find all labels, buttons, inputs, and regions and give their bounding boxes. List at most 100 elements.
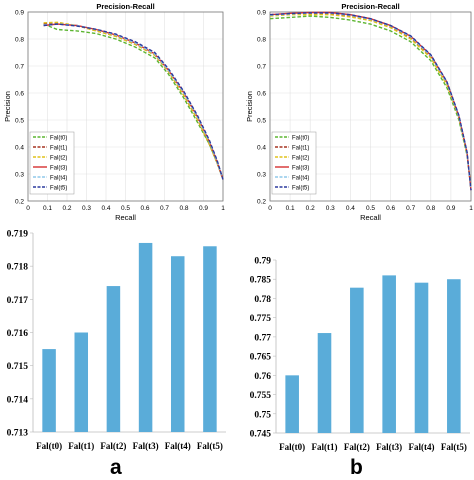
y-tick-label: 0.2 [15, 199, 24, 206]
y-tick-label: 0.713 [7, 429, 29, 439]
y-tick-label: 0.716 [7, 329, 29, 339]
x-tick-label: 0.7 [406, 205, 415, 212]
legend-label: Fal(t4) [50, 176, 67, 182]
chart-title: Precision-Recall [341, 2, 399, 11]
x-tick-label: 0.2 [62, 205, 71, 212]
x-axis-label: Recall [360, 213, 381, 222]
y-tick-label: 0.765 [250, 353, 272, 363]
x-tick-label: Fal(t2) [344, 442, 370, 452]
x-tick-label: Fal(t4) [165, 441, 191, 451]
x-tick-label: 0.4 [346, 205, 355, 212]
y-tick-label: 0.3 [15, 172, 24, 179]
panel-label-a: a [110, 456, 122, 479]
x-tick-label: Fal(t2) [100, 441, 126, 451]
y-tick-label: 0.4 [15, 145, 24, 152]
bar-falt1 [74, 332, 89, 432]
x-axis-label: Recall [115, 213, 136, 222]
bar-falt5 [203, 246, 217, 432]
x-tick-label: Fal(t4) [409, 442, 435, 452]
x-tick-label: Fal(t0) [36, 441, 62, 451]
x-tick-label: 0.7 [160, 205, 169, 212]
y-tick-label: 0.76 [254, 372, 271, 382]
x-tick-label: 0.9 [199, 205, 208, 212]
bar-falt0 [42, 349, 56, 432]
y-axis-label: Precision [245, 91, 254, 122]
y-tick-label: 0.7 [257, 64, 266, 71]
y-tick-label: 0.75 [254, 410, 271, 420]
legend-label: Fal(t1) [50, 146, 67, 152]
series-line-falt5 [269, 12, 472, 191]
x-tick-label: 0.5 [366, 205, 375, 212]
plot-frame [27, 11, 224, 202]
y-tick-label: 0.714 [7, 395, 29, 405]
x-tick-label: 0.6 [140, 205, 149, 212]
y-tick-label: 0.6 [257, 91, 266, 98]
x-tick-label: 0.5 [121, 205, 130, 212]
legend-label: Fal(t5) [50, 186, 67, 192]
legend-label: Fal(t3) [50, 166, 67, 172]
bar-falt3 [382, 275, 396, 433]
bar-falt2 [350, 287, 364, 433]
bar-falt0 [285, 375, 299, 433]
y-tick-label: 0.2 [257, 199, 266, 206]
bar-falt2 [106, 286, 121, 432]
x-tick-label: 0 [26, 205, 30, 212]
chart-title: Precision-Recall [96, 2, 154, 11]
legend-label: Fal(t1) [292, 146, 309, 152]
y-axis-label: Precision [3, 91, 12, 122]
legend-label: Fal(t5) [292, 186, 309, 192]
y-tick-label: 0.6 [15, 91, 24, 98]
legend-label: Fal(t3) [292, 166, 309, 172]
y-tick-label: 0.8 [15, 37, 24, 44]
legend-label: Fal(t0) [50, 136, 67, 142]
x-tick-label: 0.6 [386, 205, 395, 212]
x-tick-label: 1 [221, 205, 225, 212]
panel-label-b: b [350, 456, 363, 479]
x-tick-label: 0.2 [306, 205, 315, 212]
legend-label: Fal(t2) [292, 156, 309, 162]
y-tick-label: 0.9 [257, 10, 266, 17]
legend-label: Fal(t4) [292, 176, 309, 182]
y-tick-label: 0.9 [15, 10, 24, 17]
y-tick-label: 0.785 [250, 276, 272, 286]
y-tick-label: 0.79 [254, 257, 271, 267]
bar-chart-a: 0.713 0.714 0.715 0.716 0.717 0.718 0.719 Fal(t… [7, 230, 226, 451]
y-tick-label: 0.5 [15, 118, 24, 125]
y-tick-label: 0.5 [257, 118, 266, 125]
x-tick-label: Fal(t3) [133, 441, 159, 451]
x-tick-label: 0.1 [43, 205, 52, 212]
pr-chart-b: 0 0.1 0.2 0.3 0.4 0.5 0.6 0.7 0.8 0.9 1 0.2 0.3 0.4 0.… [245, 2, 473, 222]
y-tick-label: 0.78 [254, 295, 271, 305]
x-tick-label: Fal(t0) [279, 442, 305, 452]
bar-chart-b: 0.745 0.75 0.755 0.76 0.765 0.77 0.775 0.78 0.78… [250, 257, 470, 452]
legend-label: Fal(t2) [50, 156, 67, 162]
bar-falt4 [414, 282, 429, 433]
x-tick-label: Fal(t5) [197, 441, 223, 451]
y-tick-label: 0.8 [257, 37, 266, 44]
pr-chart-a: 0 0.1 0.2 0.3 0.4 0.5 0.6 0.7 0.8 0.9 1 0.2 0.3 0.4 0.… [3, 2, 225, 222]
x-tick-label: 0.8 [426, 205, 435, 212]
y-tick-label: 0.745 [250, 430, 272, 440]
x-tick-label: Fal(t1) [312, 442, 338, 452]
legend-box [29, 131, 75, 195]
y-tick-label: 0.717 [7, 296, 29, 306]
x-tick-label: Fal(t5) [441, 442, 467, 452]
bar-falt4 [170, 256, 185, 432]
legend-label: Fal(t0) [292, 136, 309, 142]
plot-frame [269, 11, 472, 202]
x-tick-label: 0.1 [286, 205, 295, 212]
y-tick-label: 0.718 [7, 263, 29, 273]
x-tick-label: Fal(t1) [68, 441, 94, 451]
bar-falt5 [447, 279, 461, 433]
x-tick-label: 1 [469, 205, 473, 212]
series-line-falt5 [43, 23, 224, 180]
x-tick-label: 0 [268, 205, 272, 212]
y-tick-label: 0.719 [7, 230, 29, 240]
y-tick-label: 0.755 [250, 391, 272, 401]
y-tick-label: 0.3 [257, 172, 266, 179]
y-tick-label: 0.77 [254, 333, 271, 343]
y-tick-label: 0.775 [250, 314, 272, 324]
legend-box [271, 131, 317, 195]
bar-falt1 [317, 333, 332, 433]
